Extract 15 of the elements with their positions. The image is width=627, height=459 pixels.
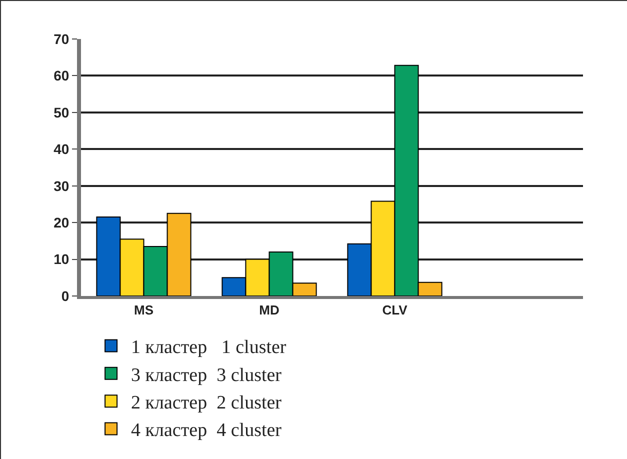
- y-tick-label: 40: [54, 141, 70, 158]
- y-tick-label: 50: [54, 104, 70, 120]
- legend-label: 2 кластер 2 cluster: [131, 392, 282, 414]
- x-tick-label: MD: [259, 302, 280, 318]
- x-tick-label: MS: [134, 302, 154, 318]
- y-tick-label: 30: [54, 178, 70, 194]
- y-tick-label: 10: [54, 251, 70, 268]
- y-tick-label: 0: [61, 288, 70, 304]
- legend-label: 1 кластер 1 cluster: [131, 337, 287, 358]
- legend-label: 3 кластер 3 cluster: [131, 364, 282, 386]
- y-tick-label: 60: [54, 68, 70, 84]
- y-tick-label: 20: [54, 214, 70, 230]
- x-tick-label: CLV: [382, 302, 408, 318]
- y-tick-label: 70: [54, 30, 70, 47]
- legend-label: 4 кластер 4 cluster: [131, 420, 282, 442]
